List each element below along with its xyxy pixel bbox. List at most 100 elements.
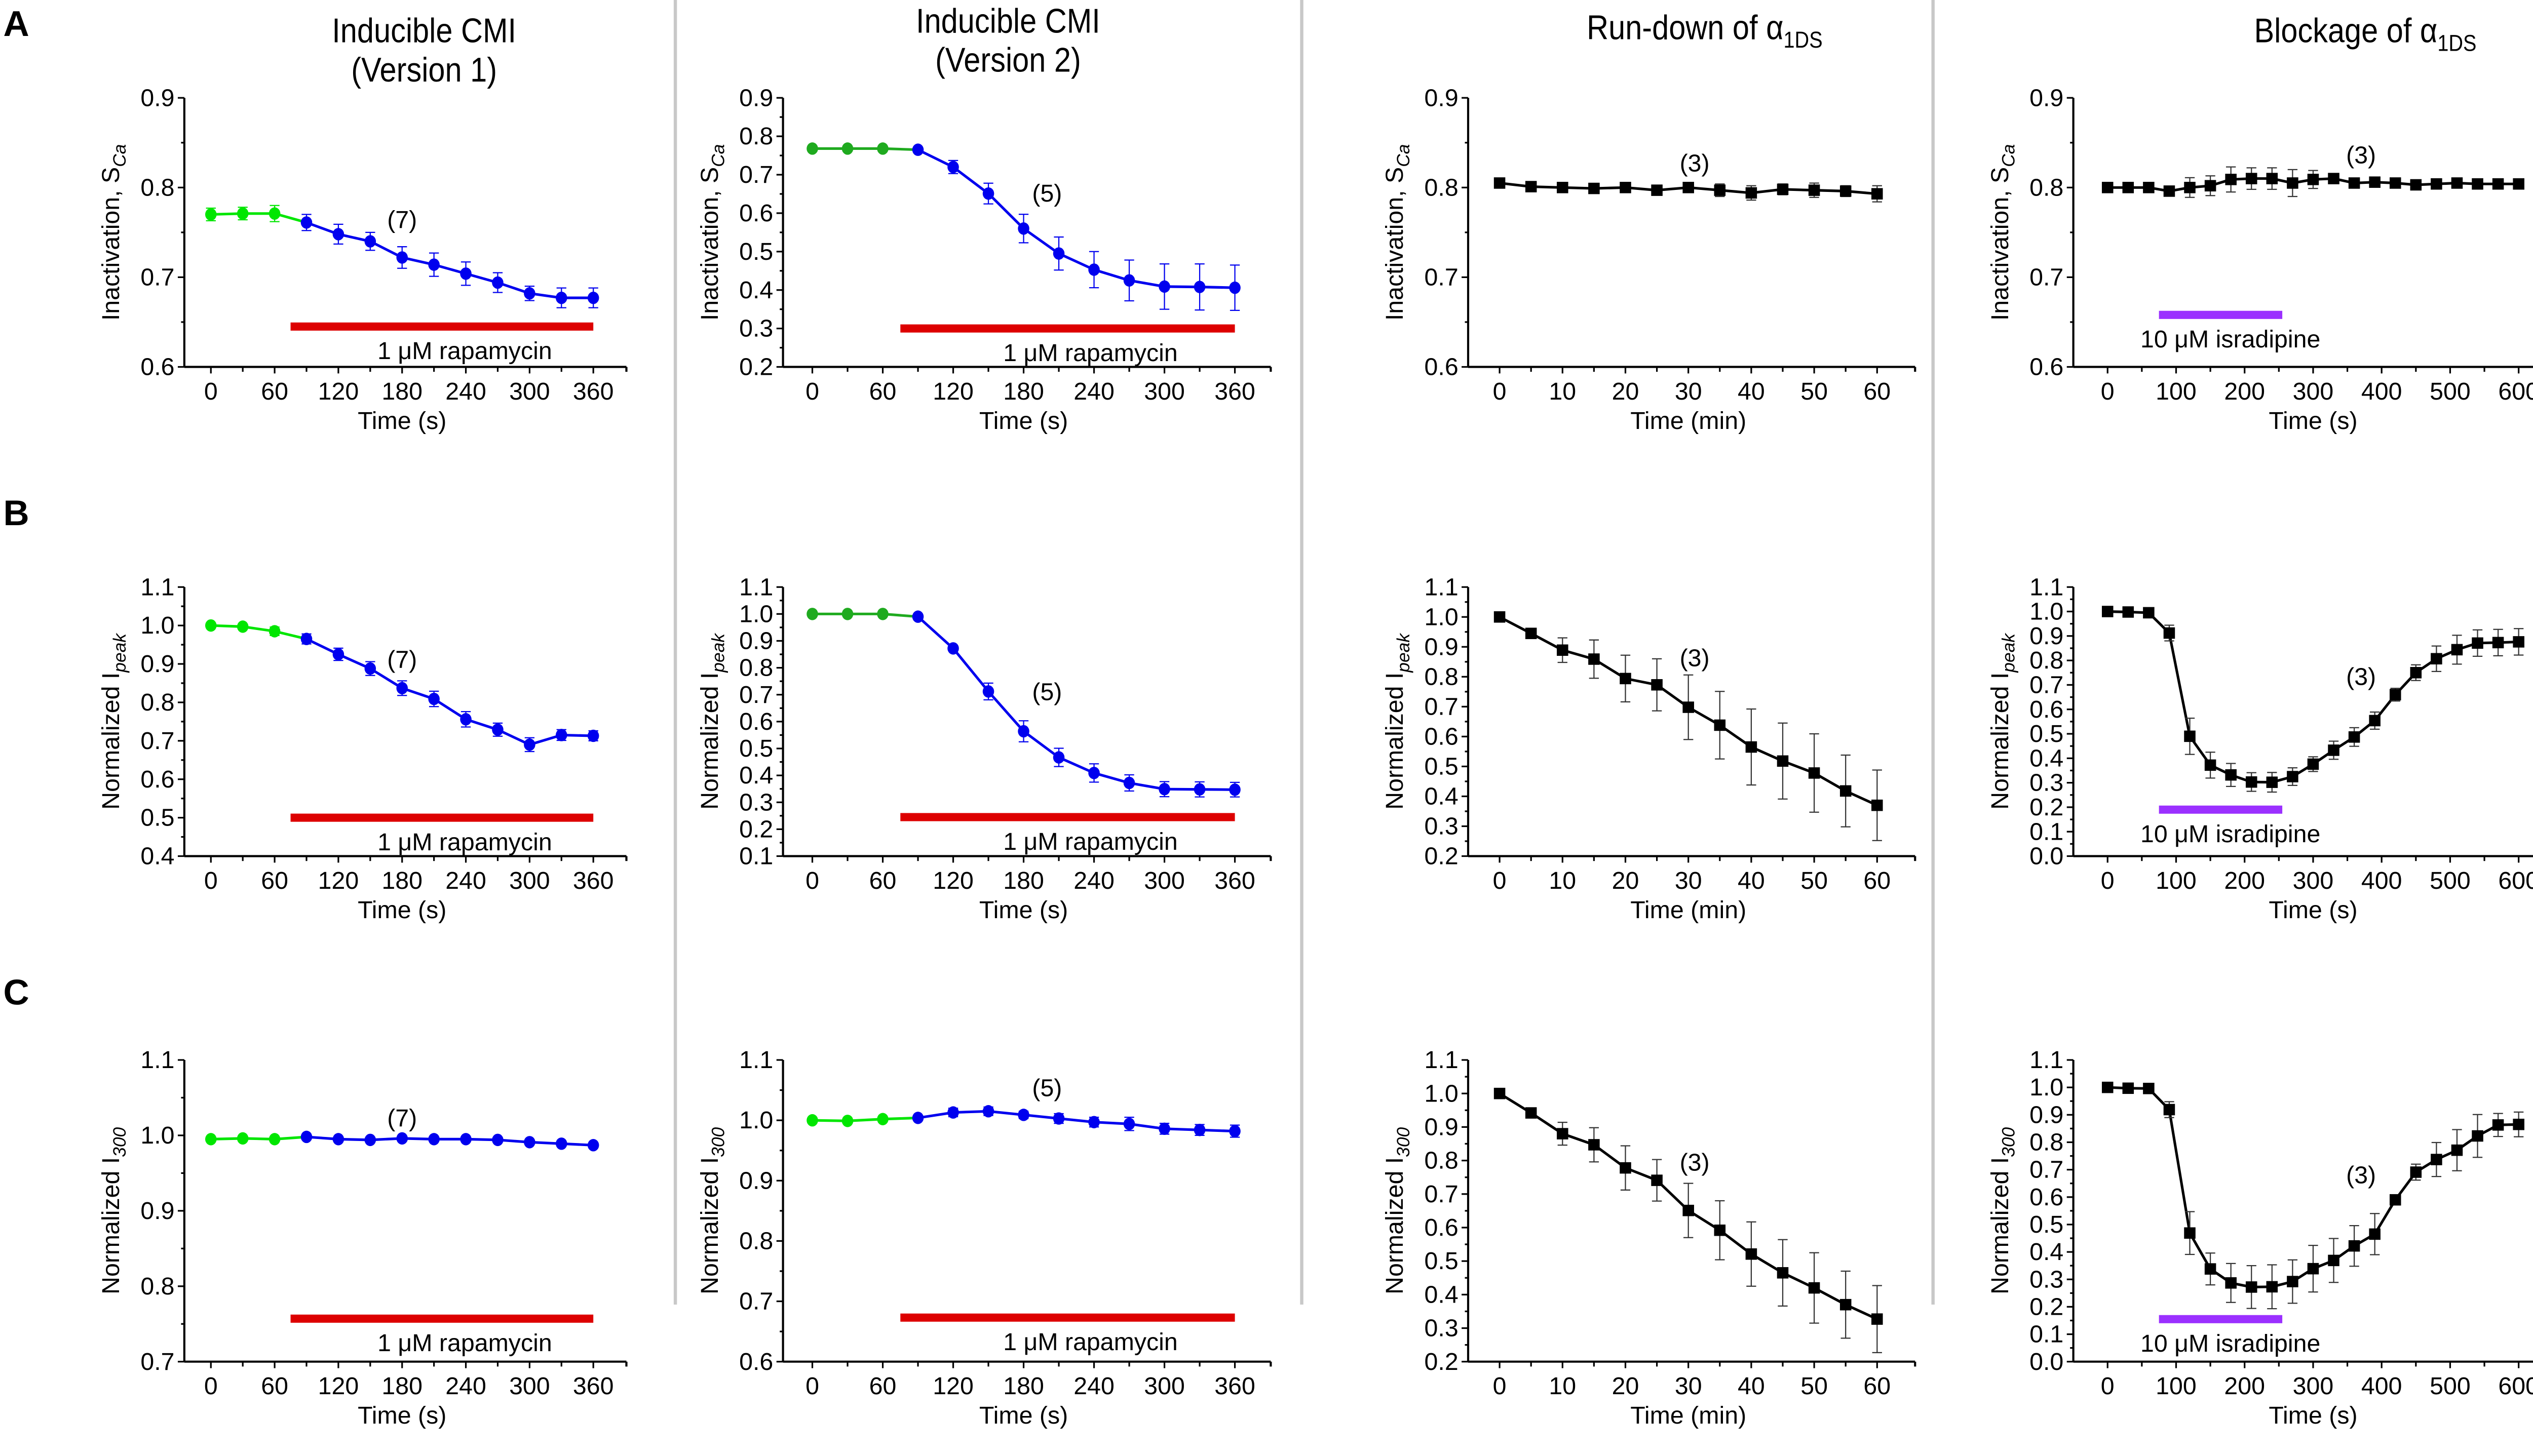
y-tick-label: 1.0 (739, 600, 773, 627)
y-axis-label-subscript: 300 (708, 1127, 728, 1157)
x-tick-label: 400 (2361, 867, 2402, 894)
chart-c1: 0.7 0.8 0.9 1.0 1.1 0 60 120 180 240 300 360 Time (s… (97, 1046, 628, 1429)
y-axis-label-text: Inactivation, S (696, 167, 723, 321)
drug-label: 10 μM isradipine (2140, 820, 2320, 848)
y-axis-label: Normalized Ipeak (1986, 633, 2019, 810)
x-tick-label: 0 (805, 1372, 819, 1400)
drug-label: 1 μM rapamycin (1003, 828, 1178, 855)
column-title-text: Blockage of α (2254, 13, 2438, 51)
y-tick-label: 0.2 (1425, 843, 1459, 870)
x-tick-label: 180 (1003, 867, 1044, 894)
data-point (1714, 1224, 1726, 1236)
data-point (1557, 1128, 1568, 1139)
data-point (2225, 1277, 2237, 1289)
x-tick-label: 40 (1738, 867, 1765, 894)
data-point (587, 729, 599, 742)
x-tick-label: 10 (1549, 378, 1576, 405)
data-point (877, 142, 889, 155)
data-point (1682, 701, 1694, 713)
data-point (2225, 174, 2237, 185)
y-axis-label: Normalized Ipeak (1381, 633, 1413, 810)
y-tick-label: 0.6 (2029, 696, 2063, 723)
data-point (1493, 611, 1506, 623)
column-title-inducible-cmi-v1: Inducible CMI (Version 1) (238, 13, 611, 92)
data-point (1871, 799, 1883, 811)
series-line-baseline (812, 612, 918, 618)
data-point (2122, 606, 2134, 618)
y-axis-label: Normalized I300 (1381, 1127, 1413, 1294)
data-point (2122, 1082, 2134, 1094)
data-point (492, 723, 504, 736)
data-point (2410, 1166, 2422, 1178)
x-tick-label: 0 (1493, 1372, 1507, 1400)
x-tick-label: 50 (1800, 1372, 1828, 1400)
y-tick-label: 0.5 (739, 238, 773, 265)
x-axis-label: Time (s) (358, 1402, 446, 1429)
drug-label: 1 μM rapamycin (1003, 1328, 1178, 1356)
x-tick-label: 0 (1493, 867, 1507, 894)
data-point (268, 207, 281, 220)
y-tick-label: 0.9 (1425, 1113, 1459, 1140)
y-axis-label-text: Normalized I (696, 673, 723, 810)
data-point (2492, 1119, 2504, 1131)
data-point (2245, 173, 2257, 184)
data-point (807, 1114, 818, 1127)
y-tick-label: 0.7 (1425, 693, 1459, 720)
data-point (1229, 1125, 1241, 1137)
y-tick-label: 0.7 (2029, 264, 2063, 291)
data-point (587, 1139, 599, 1152)
data-point (1588, 1139, 1600, 1151)
data-point (1682, 182, 1694, 193)
data-point (841, 1115, 854, 1127)
data-point (332, 648, 344, 661)
y-tick-label: 0.9 (739, 84, 773, 111)
y-tick-label: 0.8 (1425, 663, 1459, 690)
x-tick-label: 20 (1612, 1372, 1639, 1400)
x-axis-label: Time (s) (2269, 1402, 2357, 1429)
column-title-subscript: 1DS (1783, 26, 1823, 53)
y-tick-label: 0.8 (1425, 174, 1459, 201)
x-tick-label: 360 (573, 867, 614, 894)
data-point (2328, 173, 2339, 184)
chart-c3: 0.2 0.3 0.4 0.5 0.6 0.7 0.8 0.9 1.0 1.1 0 10 20 30 40 5… (1381, 1046, 1916, 1429)
row-label-c: C (3, 972, 29, 1013)
data-point (2287, 1276, 2298, 1287)
x-tick-label: 100 (2156, 1372, 2197, 1400)
x-axis-label: Time (s) (979, 407, 1068, 435)
data-point (1777, 1267, 1789, 1279)
x-tick-label: 300 (1144, 1372, 1185, 1400)
x-tick-label: 300 (509, 378, 550, 405)
column-separator (1300, 0, 1303, 1305)
x-axis-label: Time (s) (979, 896, 1068, 924)
data-point (2287, 771, 2298, 782)
y-tick-label: 0.6 (739, 1348, 773, 1375)
y-axis-label: Inactivation, SCa (696, 144, 728, 321)
x-tick-label: 240 (445, 378, 486, 405)
column-title-line2: (Version 2) (935, 42, 1081, 80)
column-title-subscript: 1DS (2437, 29, 2477, 56)
y-tick-label: 0.4 (1425, 783, 1459, 810)
x-tick-label: 300 (509, 1372, 550, 1400)
y-tick-label: 0.9 (140, 84, 174, 111)
x-tick-label: 60 (869, 867, 897, 894)
y-tick-label: 0.8 (739, 654, 773, 682)
x-tick-label: 20 (1612, 867, 1639, 894)
y-tick-label: 0.8 (2029, 1129, 2063, 1156)
y-tick-label: 1.1 (1425, 573, 1459, 601)
y-tick-label: 0.9 (140, 650, 174, 678)
x-tick-label: 0 (204, 1372, 218, 1400)
drug-application-bar (290, 1314, 594, 1323)
row-label-b: B (3, 492, 29, 533)
data-point (396, 251, 408, 264)
data-point (492, 276, 504, 289)
y-tick-label: 0.3 (739, 315, 773, 342)
x-tick-label: 200 (2224, 378, 2265, 405)
data-point (1525, 627, 1537, 639)
x-tick-label: 500 (2430, 867, 2471, 894)
x-tick-label: 300 (2293, 1372, 2334, 1400)
data-point (1839, 185, 1852, 197)
data-point (841, 142, 854, 155)
data-point (364, 662, 376, 675)
sample-size-label: (3) (1680, 149, 1710, 177)
y-axis-label-text: Normalized I (97, 673, 125, 810)
